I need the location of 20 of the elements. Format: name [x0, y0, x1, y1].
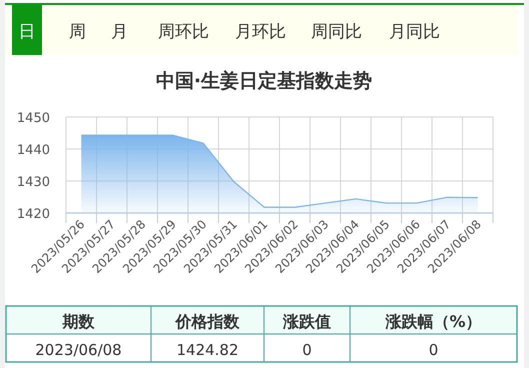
text: 0 — [302, 341, 312, 359]
text: 2023/06/08 — [35, 341, 122, 359]
chart-title: 中国·生姜日定基指数走势 — [156, 70, 372, 92]
text: 周 — [69, 22, 86, 42]
text: 周环比 — [158, 22, 209, 42]
text: 月同比 — [389, 22, 440, 42]
text: 1424.82 — [176, 341, 239, 359]
y-tick-label: 1450 — [16, 111, 50, 126]
text: 日 — [18, 22, 36, 42]
text: 价格指数 — [174, 312, 240, 331]
text: 涨跌值 — [282, 312, 331, 331]
text: 月环比 — [235, 22, 286, 42]
y-tick-label: 1440 — [16, 143, 50, 158]
y-tick-label: 1430 — [16, 175, 50, 190]
text: 周同比 — [311, 22, 362, 42]
text: 月 — [111, 22, 128, 42]
text: 涨跌幅（%） — [384, 312, 482, 331]
text: 期数 — [62, 312, 96, 331]
text: 0 — [428, 341, 438, 359]
y-tick-label: 1420 — [16, 207, 50, 222]
